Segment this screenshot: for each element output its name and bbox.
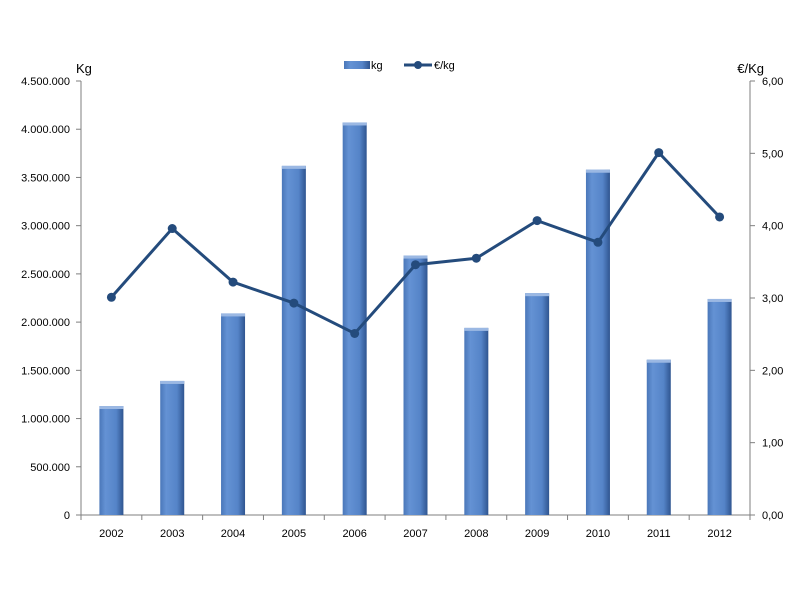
y-left-tick-label: 1.500.000: [21, 365, 70, 377]
bar-top-edge: [342, 122, 367, 126]
bar: [525, 293, 550, 515]
bar: [342, 122, 367, 516]
x-tick-label: 2005: [282, 528, 306, 540]
bar: [464, 327, 489, 515]
x-tick-label: 2008: [464, 528, 488, 540]
line-point: [471, 253, 481, 263]
y-left-tick-label: 0: [64, 510, 70, 522]
bar: [281, 165, 306, 516]
x-tick-label: 2003: [160, 528, 184, 540]
y-right-tick-label: 4,00: [762, 221, 783, 233]
bar-top-edge: [99, 406, 124, 410]
y-left-tick-label: 3.500.000: [21, 172, 70, 184]
y-left-tick-label: 1.000.000: [21, 414, 70, 426]
y-right-tick-label: 6,00: [762, 76, 783, 88]
bar-top-edge: [707, 298, 732, 302]
x-tick-label: 2009: [525, 528, 549, 540]
y-left-tick-label: 4.000.000: [21, 124, 70, 136]
bar-top-edge: [646, 359, 671, 363]
bar: [160, 380, 185, 515]
bar-top-edge: [281, 165, 306, 169]
y-left-tick-label: 2.000.000: [21, 317, 70, 329]
bar: [585, 169, 610, 515]
y-left-tick-label: 4.500.000: [21, 76, 70, 88]
line-point: [167, 224, 177, 234]
bar-top-edge: [403, 255, 428, 259]
line-point: [715, 212, 725, 222]
bar-top-edge: [464, 327, 489, 331]
tick-labels: 0 500.000 1.000.000 1.500.000 2.000.000 2.500…: [21, 61, 783, 540]
bar: [707, 298, 732, 515]
x-tick-label: 2007: [403, 528, 427, 540]
line-point: [106, 292, 116, 302]
bar: [646, 359, 671, 515]
line-point: [654, 148, 664, 158]
bar: [403, 255, 428, 515]
y-right-axis-title: €/Kg: [737, 61, 764, 76]
line-series: [106, 148, 725, 338]
legend: kg €/kg: [344, 60, 455, 72]
line-point: [228, 277, 238, 287]
y-right-tick-label: 3,00: [762, 293, 783, 305]
x-tick-label: 2011: [647, 528, 671, 540]
bar-top-edge: [221, 313, 246, 317]
y-right-tick-label: 5,00: [762, 148, 783, 160]
bar-top-edge: [585, 169, 610, 173]
legend-label-line: €/kg: [434, 60, 455, 72]
x-tick-label: 2004: [221, 528, 245, 540]
bar-top-edge: [160, 380, 185, 384]
y-left-axis-title: Kg: [76, 61, 92, 76]
bar: [99, 406, 124, 515]
x-tick-label: 2012: [707, 528, 731, 540]
x-tick-label: 2006: [342, 528, 366, 540]
bar-top-edge: [525, 293, 550, 297]
legend-swatch-point: [414, 61, 422, 69]
line-point: [289, 298, 299, 308]
y-left-tick-label: 3.000.000: [21, 221, 70, 233]
line-point: [532, 216, 542, 226]
y-right-tick-label: 2,00: [762, 365, 783, 377]
bar-series: [99, 122, 732, 516]
bar: [221, 313, 246, 515]
y-left-tick-label: 2.500.000: [21, 269, 70, 281]
line-point: [350, 328, 360, 338]
y-right-tick-label: 0,00: [762, 510, 783, 522]
x-tick-label: 2010: [586, 528, 610, 540]
legend-swatch-bars: [344, 61, 370, 69]
line-point: [593, 237, 603, 247]
line-point: [411, 260, 420, 270]
y-right-tick-label: 1,00: [762, 438, 783, 450]
x-tick-label: 2002: [99, 528, 123, 540]
y-left-tick-label: 500.000: [30, 462, 70, 474]
legend-label-bars: kg: [371, 60, 383, 72]
